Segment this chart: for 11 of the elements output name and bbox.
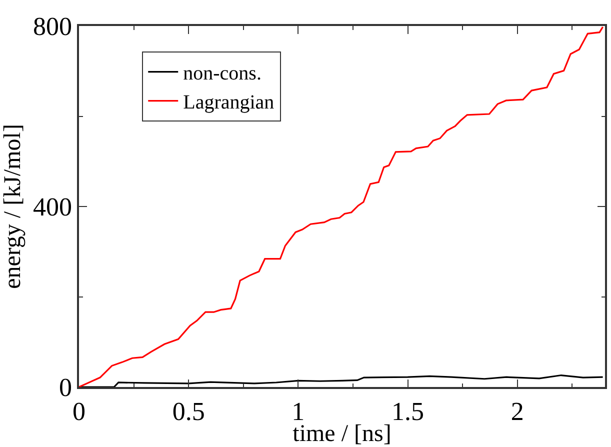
legend-label: non-cons. [183,62,262,85]
y-axis-title: energy / [kJ/mol] [0,124,26,289]
y-tick-label: 0 [59,373,72,402]
line-series [79,374,604,387]
legend-label: Lagrangian [183,92,274,114]
x-tick-label: 1.5 [392,396,424,426]
y-tick-label: 800 [33,12,72,42]
line-series [79,26,604,387]
y-tick-label: 400 [33,192,72,222]
x-tick-label: 2 [510,396,524,426]
x-tick-label: 0.5 [172,396,205,426]
